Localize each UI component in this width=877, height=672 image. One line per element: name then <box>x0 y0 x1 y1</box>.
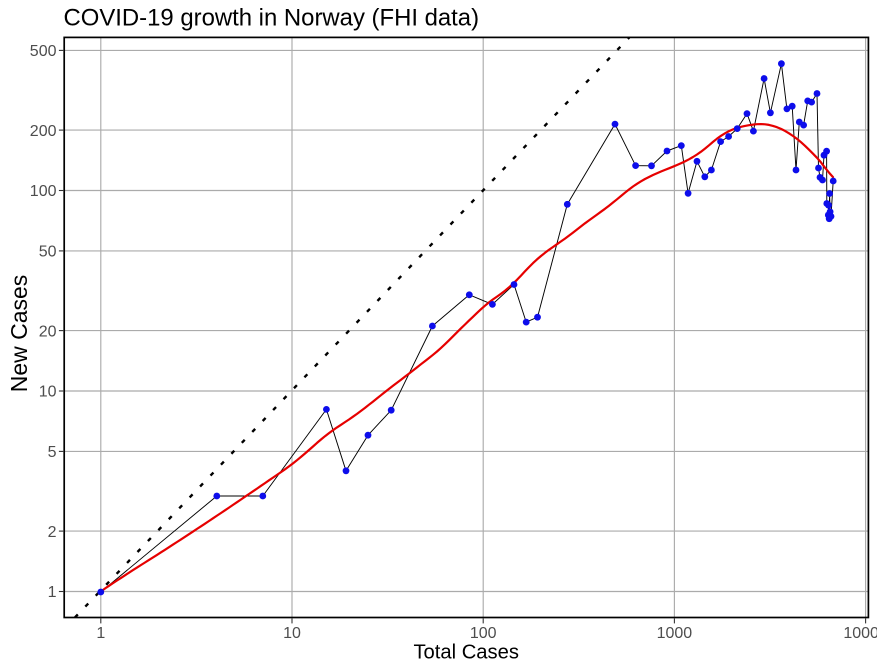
svg-text:100: 100 <box>470 625 497 642</box>
svg-text:COVID-19 growth in Norway (FHI: COVID-19 growth in Norway (FHI data) <box>64 5 480 32</box>
svg-text:50: 50 <box>39 244 57 261</box>
svg-text:10000: 10000 <box>843 625 877 642</box>
svg-text:1000: 1000 <box>657 625 693 642</box>
svg-text:5: 5 <box>48 444 57 461</box>
svg-text:500: 500 <box>30 43 57 60</box>
svg-text:1: 1 <box>96 625 105 642</box>
svg-text:Total Cases: Total Cases <box>413 642 518 664</box>
svg-text:200: 200 <box>30 123 57 140</box>
svg-text:10: 10 <box>283 625 301 642</box>
svg-text:New Cases: New Cases <box>6 275 32 393</box>
svg-text:20: 20 <box>39 323 57 340</box>
svg-text:10: 10 <box>39 384 57 401</box>
svg-text:2: 2 <box>48 524 57 541</box>
svg-text:100: 100 <box>30 183 57 200</box>
svg-text:1: 1 <box>48 584 57 601</box>
